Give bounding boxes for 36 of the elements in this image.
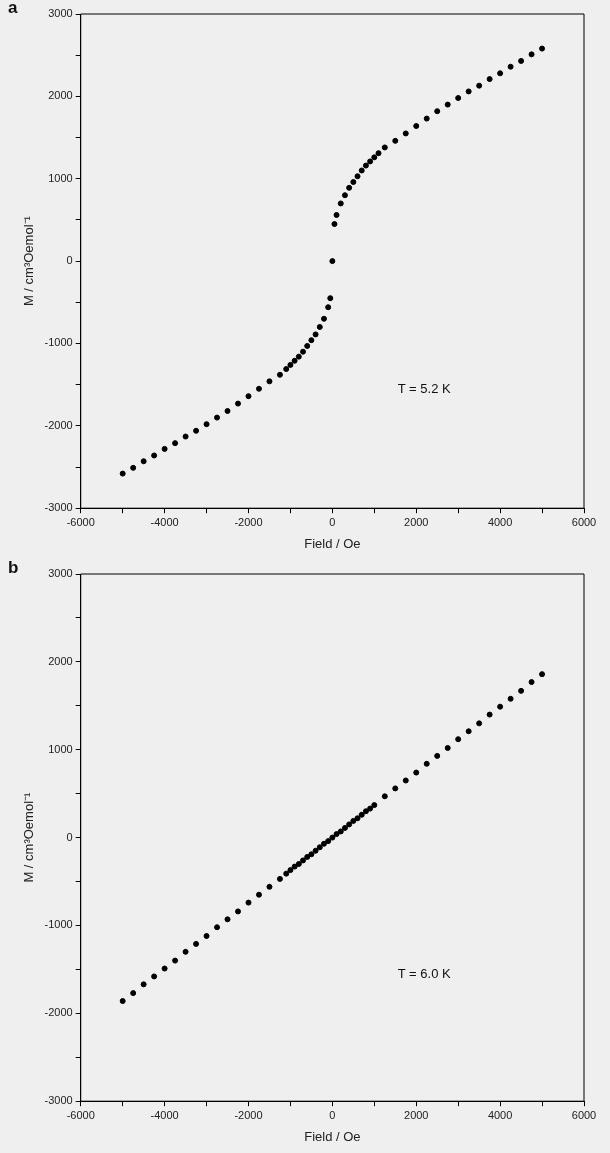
y-tick-label: -1000 (44, 336, 73, 349)
y-tick-label: 0 (66, 830, 73, 843)
y-tick-label: 2000 (48, 89, 73, 102)
x-tick-label: -2000 (234, 515, 263, 528)
x-tick-label: 2000 (404, 1108, 429, 1121)
y-tick-label: -2000 (44, 418, 73, 431)
x-tick-label: 0 (329, 515, 336, 528)
y-tick-label: 2000 (48, 654, 73, 667)
x-tick-label: -4000 (150, 515, 179, 528)
y-tick-label: -3000 (44, 501, 73, 514)
y-axis-title: M / cm³Oemol⁻¹ (21, 791, 37, 883)
x-axis-title: Field / Oe (304, 535, 361, 551)
x-tick-label: 6000 (571, 515, 597, 528)
chart-title: b (8, 558, 19, 578)
y-axis-title: M / cm³Oemol⁻¹ (21, 215, 37, 307)
y-tick-label: -2000 (44, 1006, 73, 1019)
x-tick-label: 4000 (487, 515, 513, 528)
x-tick-label: 4000 (487, 1108, 513, 1121)
annotation: T = 6.0 K (397, 966, 451, 982)
x-axis-title: Field / Oe (304, 1128, 361, 1144)
x-tick-label: -6000 (66, 515, 95, 528)
x-tick-label: 6000 (571, 1108, 597, 1121)
x-tick-label: -4000 (150, 1108, 179, 1121)
y-tick-label: 3000 (48, 7, 73, 20)
y-tick-label: -3000 (44, 1094, 73, 1107)
x-tick-label: 0 (329, 1108, 336, 1121)
y-tick-label: 1000 (48, 171, 73, 184)
y-tick-label: 3000 (48, 567, 73, 580)
y-tick-label: -1000 (44, 918, 73, 931)
x-tick-label: 2000 (404, 515, 429, 528)
y-tick-label: 1000 (48, 742, 73, 755)
x-tick-label: -6000 (66, 1108, 95, 1121)
y-tick-label: 0 (66, 254, 73, 267)
x-tick-label: -2000 (234, 1108, 263, 1121)
chart-title: a (8, 0, 18, 18)
annotation: T = 5.2 K (397, 381, 451, 397)
